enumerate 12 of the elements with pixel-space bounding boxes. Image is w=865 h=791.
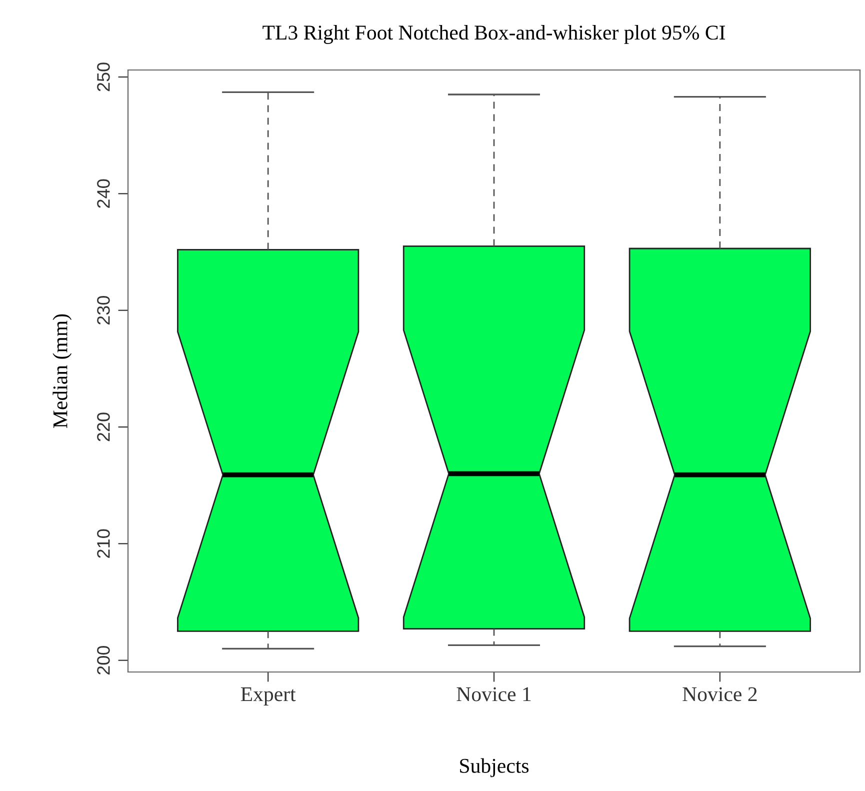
x-tick-label: Expert xyxy=(240,687,296,706)
x-tick-label: Novice 2 xyxy=(682,687,757,702)
y-tick-label: 210 xyxy=(97,529,110,558)
y-tick-label: 240 xyxy=(97,179,110,208)
y-tick-label: 250 xyxy=(97,62,110,92)
x-tick-label: Novice 1 xyxy=(456,687,531,702)
y-tick-label: 230 xyxy=(97,296,110,324)
y-tick-label: 200 xyxy=(97,646,110,674)
x-axis-title: Subjects xyxy=(460,758,529,778)
chart-title: TL3 Right Foot Notched Box-and-whisker plot 95% CI xyxy=(262,24,726,44)
y-axis-title: Median (mm) xyxy=(52,314,72,428)
y-tick-label: 220 xyxy=(97,412,110,442)
